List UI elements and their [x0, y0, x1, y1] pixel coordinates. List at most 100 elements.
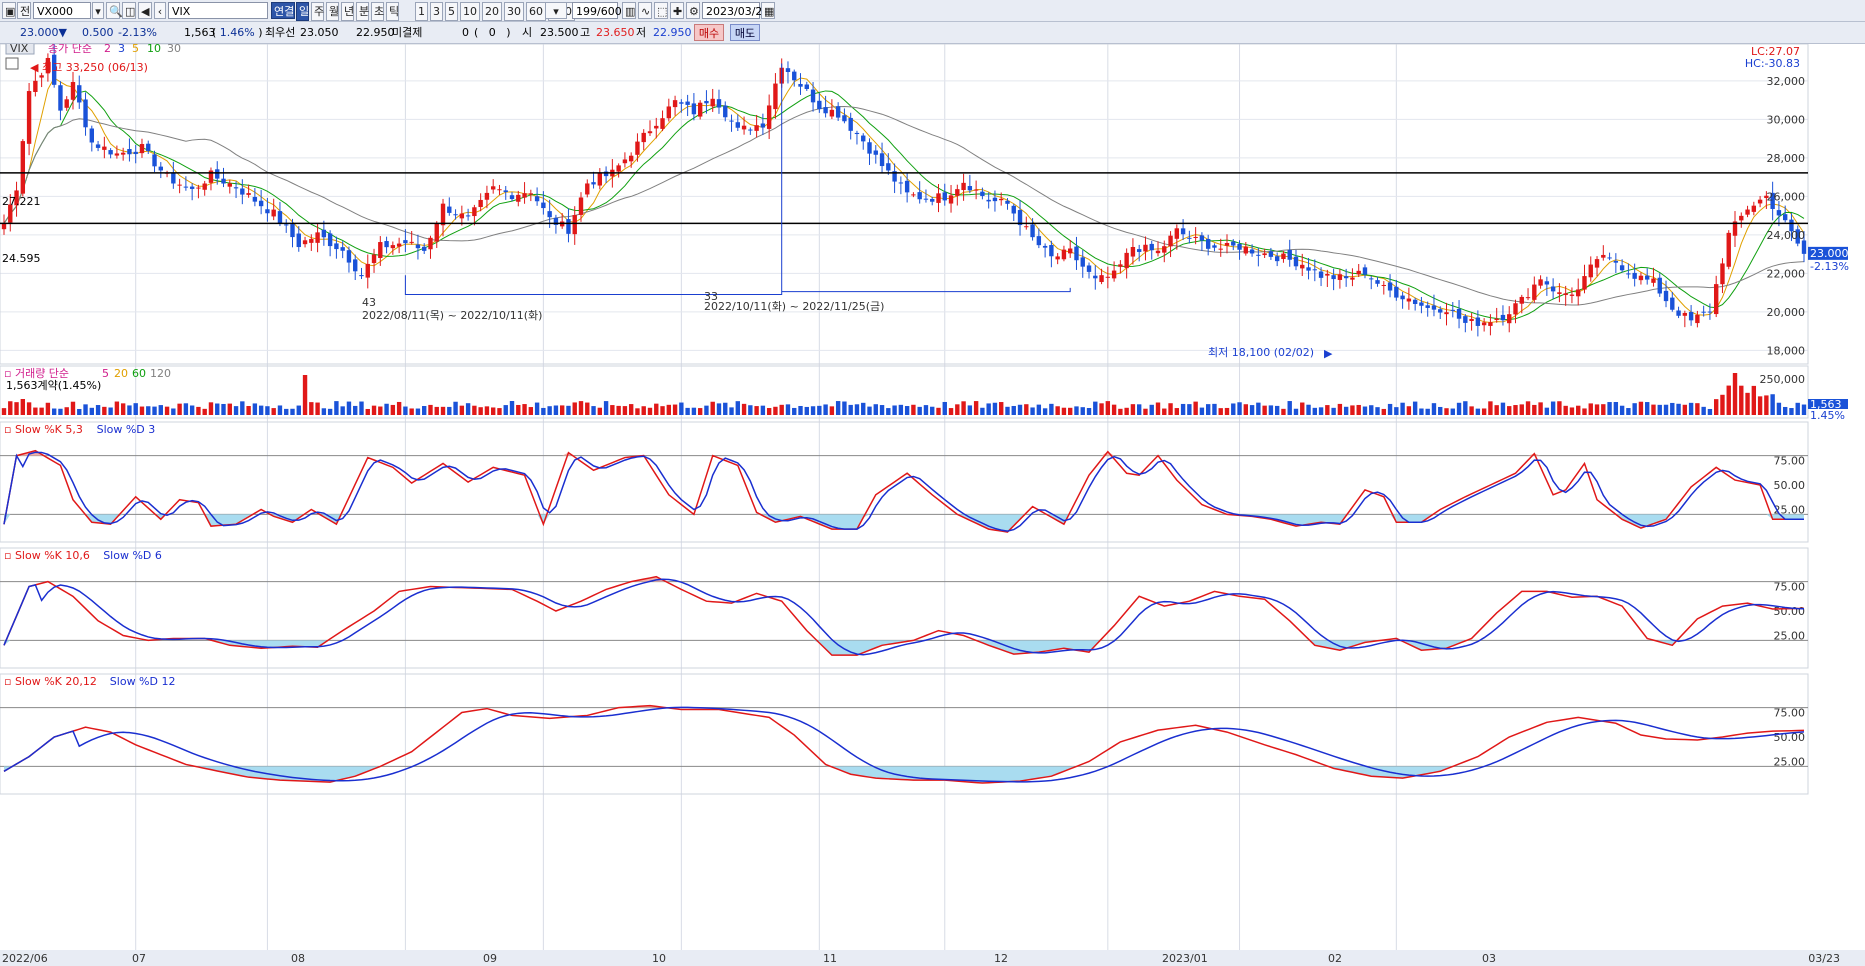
tab-period-4[interactable]: 분 — [356, 2, 369, 21]
candle-body — [1331, 275, 1336, 280]
candle-body — [992, 197, 998, 202]
candle-body — [773, 83, 778, 110]
volume-bar — [340, 406, 345, 415]
candle-body — [1682, 312, 1688, 316]
candle-body — [1695, 314, 1700, 324]
volume-bar — [760, 405, 766, 415]
stoch-d-line — [3, 578, 1805, 656]
range1-count: 43 — [362, 296, 376, 309]
candle-body — [1061, 249, 1067, 260]
volume-bar — [528, 407, 534, 415]
tab-period-3[interactable]: 년 — [341, 2, 354, 21]
tab-period-0[interactable]: 일 — [296, 2, 309, 21]
sound-icon[interactable]: ◀ — [138, 2, 152, 19]
volume-bar — [541, 407, 546, 415]
candle-body — [541, 202, 546, 209]
volume-bar — [1726, 385, 1731, 415]
volume-bar — [1582, 408, 1587, 415]
candle-body — [616, 165, 621, 172]
candle-body — [1136, 249, 1142, 252]
volume-bar — [1651, 404, 1656, 415]
volume-bar — [208, 402, 214, 415]
x-tick-label: 03 — [1482, 952, 1496, 965]
tab-period-2[interactable]: 월 — [326, 2, 339, 21]
candle-body — [936, 193, 941, 203]
volume-bar — [14, 402, 19, 415]
stoch-d-line — [3, 706, 1805, 783]
volume-bar — [1525, 401, 1531, 415]
volume-bar — [842, 401, 847, 415]
date-input[interactable]: 2023/03/23 — [702, 2, 769, 19]
interval-5[interactable]: 5 — [445, 2, 458, 21]
copy-icon[interactable]: ◫ — [122, 2, 136, 19]
menu-icon[interactable]: ▣ — [2, 2, 16, 19]
volume-bar — [1657, 404, 1662, 415]
price-axis: 32,000 30,000 28,000 26,000 24,000 22,000 20,0… — [1767, 75, 1806, 358]
gear-icon[interactable]: ⚙ — [686, 2, 700, 19]
candle-body — [371, 254, 377, 264]
calendar-icon[interactable]: ▦ — [761, 2, 775, 19]
volume-bar — [948, 408, 954, 415]
volume-bar — [1394, 407, 1399, 415]
volume-bar — [1463, 401, 1468, 415]
symbol-dropdown-icon[interactable]: ▾ — [92, 2, 104, 19]
symbol-input[interactable]: VX000 — [33, 2, 91, 19]
candle-body — [1049, 245, 1054, 257]
tab-period-1[interactable]: 주 — [311, 2, 324, 21]
candle-body — [1356, 270, 1361, 275]
volume-bar — [202, 408, 207, 415]
line-type-icon[interactable]: ∿ — [638, 2, 652, 19]
buy-button[interactable]: 매수 — [694, 24, 724, 41]
price-tick: 24,000 — [1767, 229, 1806, 242]
candle-body — [1795, 229, 1800, 244]
candle-body — [208, 170, 214, 183]
mode-button[interactable]: 전 — [17, 2, 31, 19]
chart-area[interactable]: 23.000-2.13% 32,000 30,000 28,000 26,000 24,… — [0, 44, 1865, 966]
volume-bar — [1519, 404, 1524, 415]
volume-bar — [754, 406, 759, 415]
volume-bar — [371, 405, 377, 415]
interval-30[interactable]: 30 — [504, 2, 524, 21]
interval-60[interactable]: 60 — [526, 2, 546, 21]
candle-body — [221, 178, 226, 184]
sell-button[interactable]: 매도 — [730, 24, 760, 41]
candle-body — [434, 223, 439, 242]
volume-bar — [1337, 403, 1343, 415]
volume-bar — [422, 406, 427, 415]
price-tick: 28,000 — [1767, 152, 1806, 165]
tab-connected[interactable]: 연결 — [271, 2, 295, 19]
volume-bar — [704, 405, 709, 415]
tab-period-6[interactable]: 틱 — [386, 2, 399, 21]
stoch-k-label: ▫ Slow %K 20,12 — [4, 675, 97, 688]
interval-3[interactable]: 3 — [430, 2, 443, 21]
volume-bar — [1281, 408, 1286, 415]
volume-bar — [1099, 403, 1104, 415]
interval-1[interactable]: 1 — [415, 2, 428, 21]
interval-10[interactable]: 10 — [460, 2, 480, 21]
volume-bar — [265, 406, 270, 415]
count-input[interactable]: 199/600 — [572, 2, 622, 19]
candle-body — [378, 242, 383, 259]
tool-icon[interactable]: ✚ — [670, 2, 684, 19]
interval-dropdown[interactable]: ▾ — [545, 2, 567, 19]
volume-bar — [384, 403, 389, 415]
volume-bar — [817, 405, 822, 415]
candle-body — [1337, 274, 1343, 280]
tab-period-5[interactable]: 초 — [371, 2, 384, 21]
zoom-icon[interactable]: ⬚ — [654, 2, 668, 19]
volume-bar — [1369, 405, 1374, 415]
candle-body — [980, 191, 985, 196]
volume-bar — [854, 404, 860, 415]
candle-body — [1362, 267, 1368, 275]
search-icon[interactable]: 🔍 — [106, 2, 123, 19]
prev-icon[interactable]: ‹ — [154, 2, 166, 19]
bar-type-icon[interactable]: ▥ — [622, 2, 636, 19]
candle-body — [716, 99, 722, 108]
interval-20[interactable]: 20 — [482, 2, 502, 21]
candle-body — [302, 240, 308, 245]
candle-body — [1726, 232, 1731, 267]
prev-ask: 22.950 — [356, 26, 395, 39]
overbought-fill — [4, 576, 1804, 582]
volume-bar — [1795, 402, 1800, 415]
volume-bar — [491, 407, 496, 415]
